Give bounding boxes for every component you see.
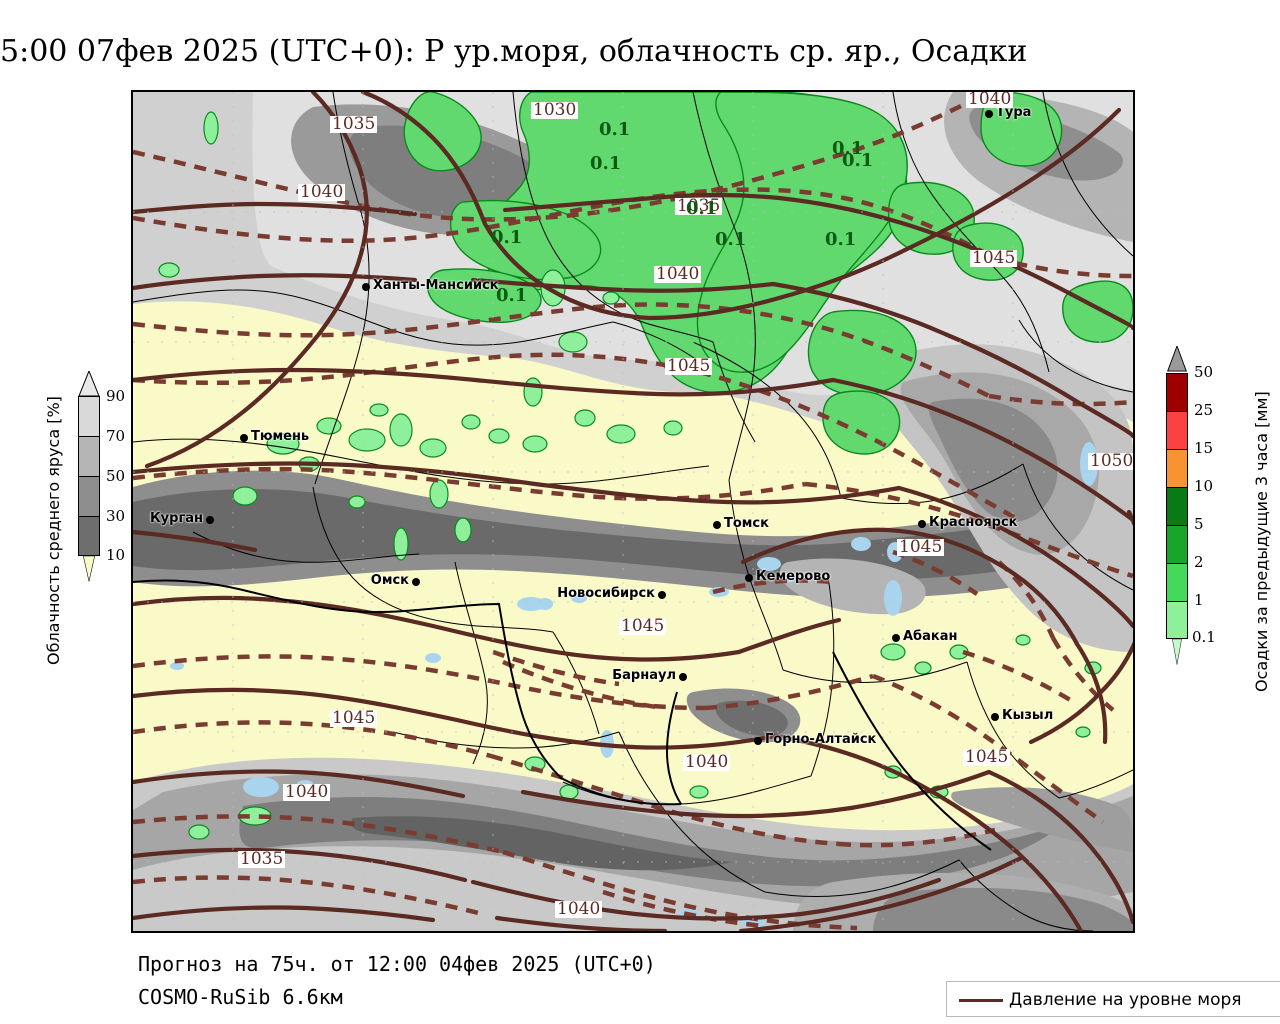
city-dot	[713, 521, 721, 529]
city-dot	[745, 574, 753, 582]
map-graphics	[133, 92, 1133, 931]
precip-label: 0.1	[496, 285, 528, 306]
city-dot	[754, 737, 762, 745]
precip-colorbar-tick: 2	[1194, 553, 1204, 571]
precip-colorbar-body	[1166, 373, 1188, 639]
isobar-label: 1045	[330, 708, 378, 728]
city-label: Курган	[150, 511, 203, 526]
isobar-label: 1045	[619, 616, 667, 636]
precip-label: 0.1	[599, 119, 631, 140]
precip-colorbar-segment	[1167, 374, 1187, 412]
city-label: Омск	[370, 573, 409, 588]
isobar-label: 1030	[531, 100, 579, 120]
city-label: Тюмень	[251, 429, 310, 444]
cloud-colorbar-tick: 30	[106, 507, 126, 525]
city-label: Абакан	[903, 629, 958, 644]
city-label: Томск	[724, 516, 769, 531]
cloud-colorbar-segment	[79, 397, 99, 437]
city-label: Новосибирск	[557, 586, 655, 601]
precip-colorbar-bottom-cap	[1172, 639, 1182, 665]
precip-colorbar-tick: 1	[1194, 591, 1204, 609]
isobar-label: 1035	[238, 849, 286, 869]
precip-colorbar-tick: 5	[1194, 515, 1204, 533]
page-title: 5:00 07фев 2025 (UTC+0): P ур.моря, обла…	[0, 34, 1028, 69]
isobar-label: 1050	[1088, 451, 1134, 471]
precip-label: 0.1	[590, 153, 622, 174]
precip-colorbar-tick: 0.1	[1192, 628, 1216, 646]
precip-label: 0.1	[491, 227, 523, 248]
cloud-colorbar-segment	[79, 477, 99, 517]
precip-colorbar-tick: 10	[1194, 477, 1214, 495]
isobar-label: 1045	[665, 356, 713, 376]
isobar-label: 1045	[897, 537, 945, 557]
precip-label: 0.1	[832, 138, 864, 159]
pressure-legend-label: Давление на уровне моря	[1009, 990, 1242, 1010]
city-dot	[679, 673, 687, 681]
isobar-label: 1040	[283, 782, 331, 802]
precip-colorbar-segment	[1167, 488, 1187, 526]
precip-colorbar-segment	[1167, 526, 1187, 564]
precip-colorbar-segment	[1167, 564, 1187, 602]
city-label: Барнаул	[612, 668, 676, 683]
isobar-label: 1040	[966, 90, 1014, 109]
precip-colorbar-segment	[1167, 602, 1187, 638]
precip-label: 0.1	[715, 229, 747, 250]
isobar-label: 1040	[654, 264, 702, 284]
cloud-colorbar-body	[78, 396, 100, 556]
cloud-colorbar-axis-label: Облачность среднего яруса [%]	[44, 396, 63, 665]
precip-label: 0.1	[825, 229, 857, 250]
isobar-label: 1035	[675, 196, 723, 216]
city-dot	[412, 578, 420, 586]
cloud-colorbar-tick: 10	[106, 546, 126, 564]
precip-label: 0.1	[842, 150, 874, 171]
city-dot	[991, 713, 999, 721]
precip-colorbar-tick: 50	[1194, 363, 1214, 381]
city-dot	[658, 591, 666, 599]
city-label: Ханты-Мансийск	[373, 278, 499, 293]
cloud-colorbar-top-cap	[78, 371, 100, 397]
precip-colorbar-axis-label: Осадки за предыдущие 3 часа [мм]	[1252, 391, 1271, 692]
map-canvas: Тура Ханты-Мансийск Тюмень Курган Томск	[133, 92, 1133, 931]
cloud-colorbar-segment	[79, 437, 99, 477]
pressure-legend: Давление на уровне моря	[946, 981, 1280, 1017]
precip-colorbar-segment	[1167, 412, 1187, 450]
isobar-label: 1045	[970, 248, 1018, 268]
city-label: Кемерово	[756, 569, 831, 584]
city-label: Горно-Алтайск	[765, 732, 877, 747]
isobar-label: 1040	[683, 752, 731, 772]
precip-colorbar-tick: 25	[1194, 401, 1214, 419]
pressure-legend-line-icon	[959, 999, 1003, 1002]
isobar-label: 1040	[298, 182, 346, 202]
city-dot	[206, 516, 214, 524]
cloud-colorbar-tick: 90	[106, 387, 126, 405]
city-dot	[892, 634, 900, 642]
city-label: Тура	[996, 105, 1032, 120]
isobar-label: 1040	[555, 899, 603, 919]
cloud-colorbar-segment	[79, 517, 99, 555]
city-label: Красноярск	[929, 515, 1018, 530]
weather-map[interactable]: Тура Ханты-Мансийск Тюмень Курган Томск	[131, 90, 1135, 933]
city-dot	[918, 520, 926, 528]
city-label: Кызыл	[1002, 708, 1054, 723]
precip-colorbar-tick: 15	[1194, 439, 1214, 457]
isobar-label: 1035	[330, 114, 378, 134]
precip-label: 0.1	[686, 198, 718, 219]
city-dot	[985, 110, 993, 118]
precip-colorbar-top-cap	[1167, 346, 1187, 372]
model-info-line: COSMO-RuSib 6.6км	[138, 985, 343, 1009]
forecast-info-line: Прогноз на 75ч. от 12:00 04фев 2025 (UTC…	[138, 952, 656, 976]
cloud-colorbar-tick: 50	[106, 467, 126, 485]
cloud-colorbar-tick: 70	[106, 427, 126, 445]
city-dot	[362, 283, 370, 291]
city-dot	[240, 434, 248, 442]
cloud-colorbar-bottom-cap	[83, 556, 95, 582]
precip-colorbar-segment	[1167, 450, 1187, 488]
isobar-label: 1045	[963, 747, 1011, 767]
